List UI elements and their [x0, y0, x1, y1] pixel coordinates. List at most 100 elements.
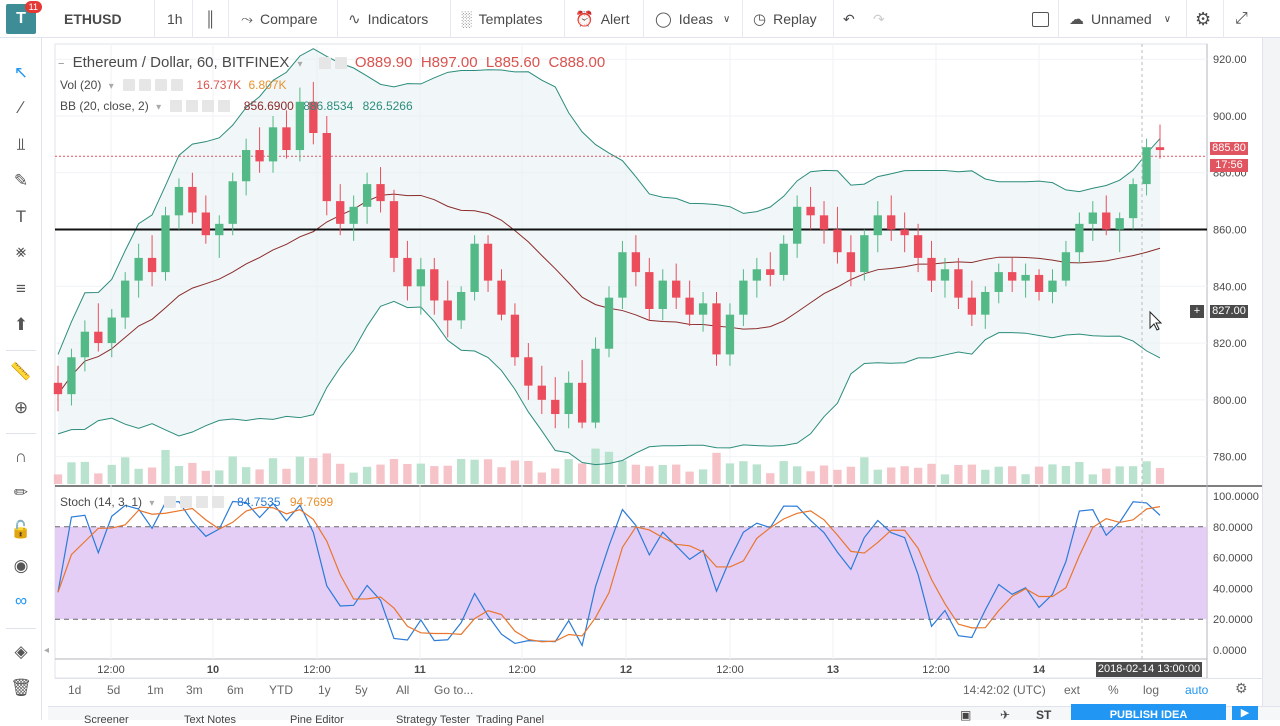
log-toggle[interactable]: log: [1143, 683, 1160, 697]
remove-drawings-tool[interactable]: 🗑: [8, 675, 34, 701]
volume-bar: [376, 464, 385, 484]
settings-icon[interactable]: [139, 79, 152, 91]
percent-toggle[interactable]: %: [1108, 683, 1119, 697]
volume-bar: [53, 474, 63, 484]
range-1y[interactable]: 1y: [318, 683, 331, 697]
price-axis-label: 800.00: [1213, 395, 1247, 407]
twitter-icon[interactable]: ✈: [1000, 708, 1011, 722]
range-6m[interactable]: 6m: [227, 683, 244, 697]
volume-bar: [766, 473, 775, 484]
redo-button[interactable]: ↷: [873, 0, 885, 38]
prediction-tool[interactable]: ≡: [8, 276, 34, 302]
tradingview-logo[interactable]: T 11: [6, 1, 42, 34]
magnet-tool[interactable]: ∩: [8, 444, 34, 470]
chevron-down-icon[interactable]: ▾: [149, 498, 155, 509]
eye-icon[interactable]: [170, 100, 183, 112]
sync-drawings-tool[interactable]: ∞: [8, 588, 34, 614]
volume-bar: [147, 467, 157, 484]
fullscreen-layout-button[interactable]: [1032, 0, 1049, 38]
right-sidebar-strip[interactable]: [1262, 38, 1280, 720]
chevron-down-icon[interactable]: ▾: [297, 59, 303, 70]
utc-clock[interactable]: 14:42:02 (UTC): [963, 683, 1046, 697]
close-icon[interactable]: [171, 79, 184, 91]
add-alert-plus-icon[interactable]: +: [1190, 305, 1204, 318]
icon-tool[interactable]: ⬆: [8, 312, 34, 338]
eye-icon[interactable]: [123, 79, 136, 91]
stoch-axis-label: 80.0000: [1213, 522, 1253, 534]
chevron-down-icon[interactable]: ▾: [108, 81, 114, 92]
pitchfork-tool[interactable]: ⫫: [8, 132, 34, 158]
text-tool[interactable]: T: [8, 204, 34, 230]
range-3m[interactable]: 3m: [186, 683, 203, 697]
undo-button[interactable]: ↶: [843, 0, 855, 38]
publish-idea-button[interactable]: PUBLISH IDEA: [1071, 704, 1226, 721]
add-icon[interactable]: [195, 496, 208, 508]
tab-trading-panel[interactable]: Trading Panel: [476, 714, 545, 726]
measure-tool[interactable]: 📏: [8, 359, 34, 385]
layout-name-button[interactable]: ☁ Unnamed ∨: [1069, 0, 1171, 38]
close-icon[interactable]: [218, 100, 231, 112]
tab-screener[interactable]: Screener: [84, 714, 129, 726]
volume-bar: [833, 469, 842, 484]
settings-icon[interactable]: [334, 57, 347, 69]
add-icon[interactable]: [202, 100, 215, 112]
lock-icon: 🔓: [10, 520, 32, 539]
templates-button[interactable]: ░ Templates: [461, 0, 542, 38]
zoom-tool[interactable]: ⊕: [8, 395, 34, 421]
volume-bar: [900, 466, 909, 484]
add-icon[interactable]: [155, 79, 168, 91]
symbol-search[interactable]: ETHUSD: [64, 11, 122, 27]
lock-tool[interactable]: 🔓: [8, 517, 34, 543]
camera-icon[interactable]: ▣: [960, 708, 972, 722]
candle: [1034, 274, 1044, 292]
candle: [336, 201, 345, 224]
alert-button[interactable]: ⏰ Alert: [575, 0, 629, 38]
tab-pine-editor[interactable]: Pine Editor: [290, 714, 344, 726]
pane-collapse-icon[interactable]: −: [58, 58, 65, 70]
volume-label: Vol (20): [60, 78, 102, 92]
range-1m[interactable]: 1m: [147, 683, 164, 697]
cursor-tool[interactable]: ↖: [8, 60, 34, 86]
volume-bar: [967, 464, 977, 484]
bar-style-button[interactable]: ║: [205, 0, 223, 38]
eye-icon[interactable]: [163, 496, 176, 508]
goto-date-button[interactable]: Go to...: [434, 683, 474, 697]
ideas-button[interactable]: ◯ Ideas ∨: [655, 0, 730, 38]
chevron-down-icon[interactable]: ▾: [156, 102, 162, 113]
stocktwits-icon[interactable]: ST: [1036, 708, 1052, 722]
hide-drawings-tool[interactable]: ◉: [8, 553, 34, 579]
range-ytd[interactable]: YTD: [269, 683, 293, 697]
tab-text-notes[interactable]: Text Notes: [184, 714, 236, 726]
candle: [927, 257, 936, 281]
range-all[interactable]: All: [396, 683, 410, 697]
collapse-toolbar-handle[interactable]: ◂: [44, 645, 50, 656]
tab-strategy-tester[interactable]: Strategy Tester: [396, 714, 470, 726]
range-5d[interactable]: 5d: [107, 683, 121, 697]
trendline-tool[interactable]: ∕: [8, 95, 34, 121]
fullscreen-button[interactable]: ⤢: [1235, 0, 1248, 38]
auto-toggle[interactable]: auto: [1185, 683, 1209, 697]
range-1d[interactable]: 1d: [68, 683, 82, 697]
compare-button[interactable]: ⤳ Compare: [241, 0, 318, 38]
eye-icon[interactable]: [318, 57, 331, 69]
gear-icon[interactable]: ⚙: [1235, 680, 1248, 696]
settings-button[interactable]: ⚙: [1195, 0, 1211, 38]
close-icon[interactable]: [211, 496, 224, 508]
indicators-button[interactable]: ∿ Indicators: [348, 0, 428, 38]
play-icon[interactable]: ▶: [1232, 706, 1258, 720]
settings-icon[interactable]: [186, 100, 199, 112]
volume-bar: [322, 453, 331, 484]
ext-toggle[interactable]: ext: [1064, 683, 1081, 697]
brush-tool[interactable]: ✎: [8, 168, 34, 194]
stoch-k-value: 84.7535: [237, 495, 281, 509]
object-tree-tool[interactable]: ◈: [8, 639, 34, 665]
settings-icon[interactable]: [179, 496, 192, 508]
volume-bar: [282, 468, 291, 484]
pattern-tool[interactable]: ⨳: [8, 239, 34, 265]
replay-button[interactable]: ◷ Replay: [753, 0, 817, 38]
range-5y[interactable]: 5y: [355, 683, 368, 697]
stay-drawing-tool[interactable]: ✏: [8, 480, 34, 506]
interval-button[interactable]: 1h: [167, 11, 183, 27]
stoch-d-value: 94.7699: [289, 495, 334, 509]
